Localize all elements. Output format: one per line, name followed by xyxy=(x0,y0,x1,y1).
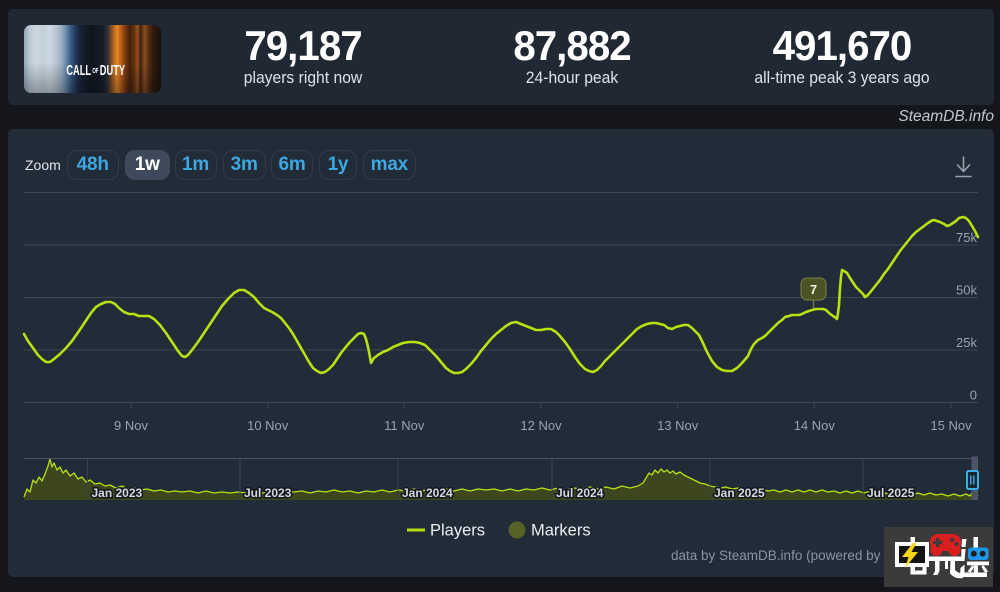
svg-text:25k: 25k xyxy=(956,335,977,350)
svg-text:Markers: Markers xyxy=(531,522,591,540)
svg-text:Players: Players xyxy=(430,522,485,540)
svg-text:0: 0 xyxy=(970,388,977,403)
svg-text:9 Nov: 9 Nov xyxy=(114,418,148,433)
svg-text:Jul 2023: Jul 2023 xyxy=(244,486,292,500)
svg-text:11 Nov: 11 Nov xyxy=(384,418,425,433)
svg-text:Jul 2025: Jul 2025 xyxy=(867,486,915,500)
svg-text:15 Nov: 15 Nov xyxy=(930,418,972,433)
svg-text:14 Nov: 14 Nov xyxy=(794,418,836,433)
svg-text:10 Nov: 10 Nov xyxy=(247,418,289,433)
svg-text:13 Nov: 13 Nov xyxy=(657,418,699,433)
svg-text:12 Nov: 12 Nov xyxy=(520,418,562,433)
svg-text:50k: 50k xyxy=(956,283,977,298)
svg-text:75k: 75k xyxy=(956,230,977,245)
svg-text:Jan 2025: Jan 2025 xyxy=(714,486,765,500)
svg-text:Jul 2024: Jul 2024 xyxy=(556,486,604,500)
svg-text:Jan 2023: Jan 2023 xyxy=(92,486,143,500)
svg-text:7: 7 xyxy=(810,282,817,297)
svg-text:data by SteamDB.info (powered: data by SteamDB.info (powered by h xyxy=(671,548,892,563)
svg-text:Jan 2024: Jan 2024 xyxy=(402,486,453,500)
